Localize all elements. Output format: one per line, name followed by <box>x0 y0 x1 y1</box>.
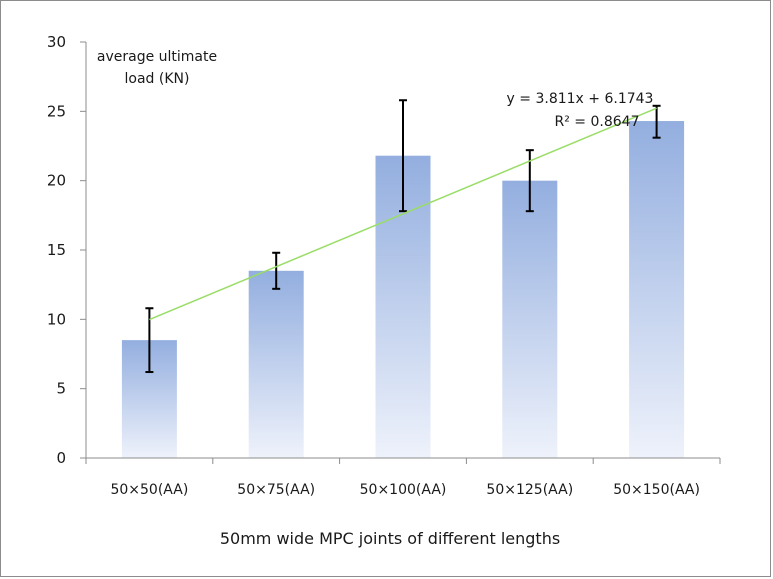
y-tick-label-10: 10 <box>47 310 66 328</box>
y-tick-label-30: 30 <box>47 33 66 51</box>
x-tick-label-2: 50×75(AA) <box>237 482 315 498</box>
ylabel-line-2: load (KN) <box>125 71 190 87</box>
bar-4 <box>502 180 558 458</box>
bar-2 <box>248 270 304 458</box>
y-tick-label-0: 0 <box>56 449 66 467</box>
error-bar-2 <box>272 251 281 290</box>
axis-layer <box>80 41 721 464</box>
trendline <box>149 107 657 321</box>
y-tick-label-25: 25 <box>47 102 66 120</box>
x-tick-label-4: 50×125(AA) <box>486 482 573 498</box>
x-tick-label-3: 50×100(AA) <box>360 482 447 498</box>
y-tick-label-20: 20 <box>47 172 66 190</box>
y-tick-label-5: 5 <box>56 380 66 398</box>
trendline-equation: y = 3.811x + 6.1743 <box>507 91 654 107</box>
x-tick-label-1: 50×50(AA) <box>110 482 188 498</box>
error-bar-5 <box>652 104 661 139</box>
y-tick-label-15: 15 <box>47 241 66 259</box>
x-axis-label: 50mm wide MPC joints of different length… <box>220 529 560 548</box>
bar-5 <box>629 121 685 458</box>
error-bar-3 <box>399 99 407 213</box>
ylabel-line-1: average ultimate <box>97 49 217 65</box>
trend-layer <box>149 107 657 321</box>
x-tick-label-5: 50×150(AA) <box>613 482 700 498</box>
text-layer: average ultimate load (KN) y = 3.811x + … <box>47 33 700 548</box>
trendline-r2: R² = 0.8647 <box>555 114 640 130</box>
